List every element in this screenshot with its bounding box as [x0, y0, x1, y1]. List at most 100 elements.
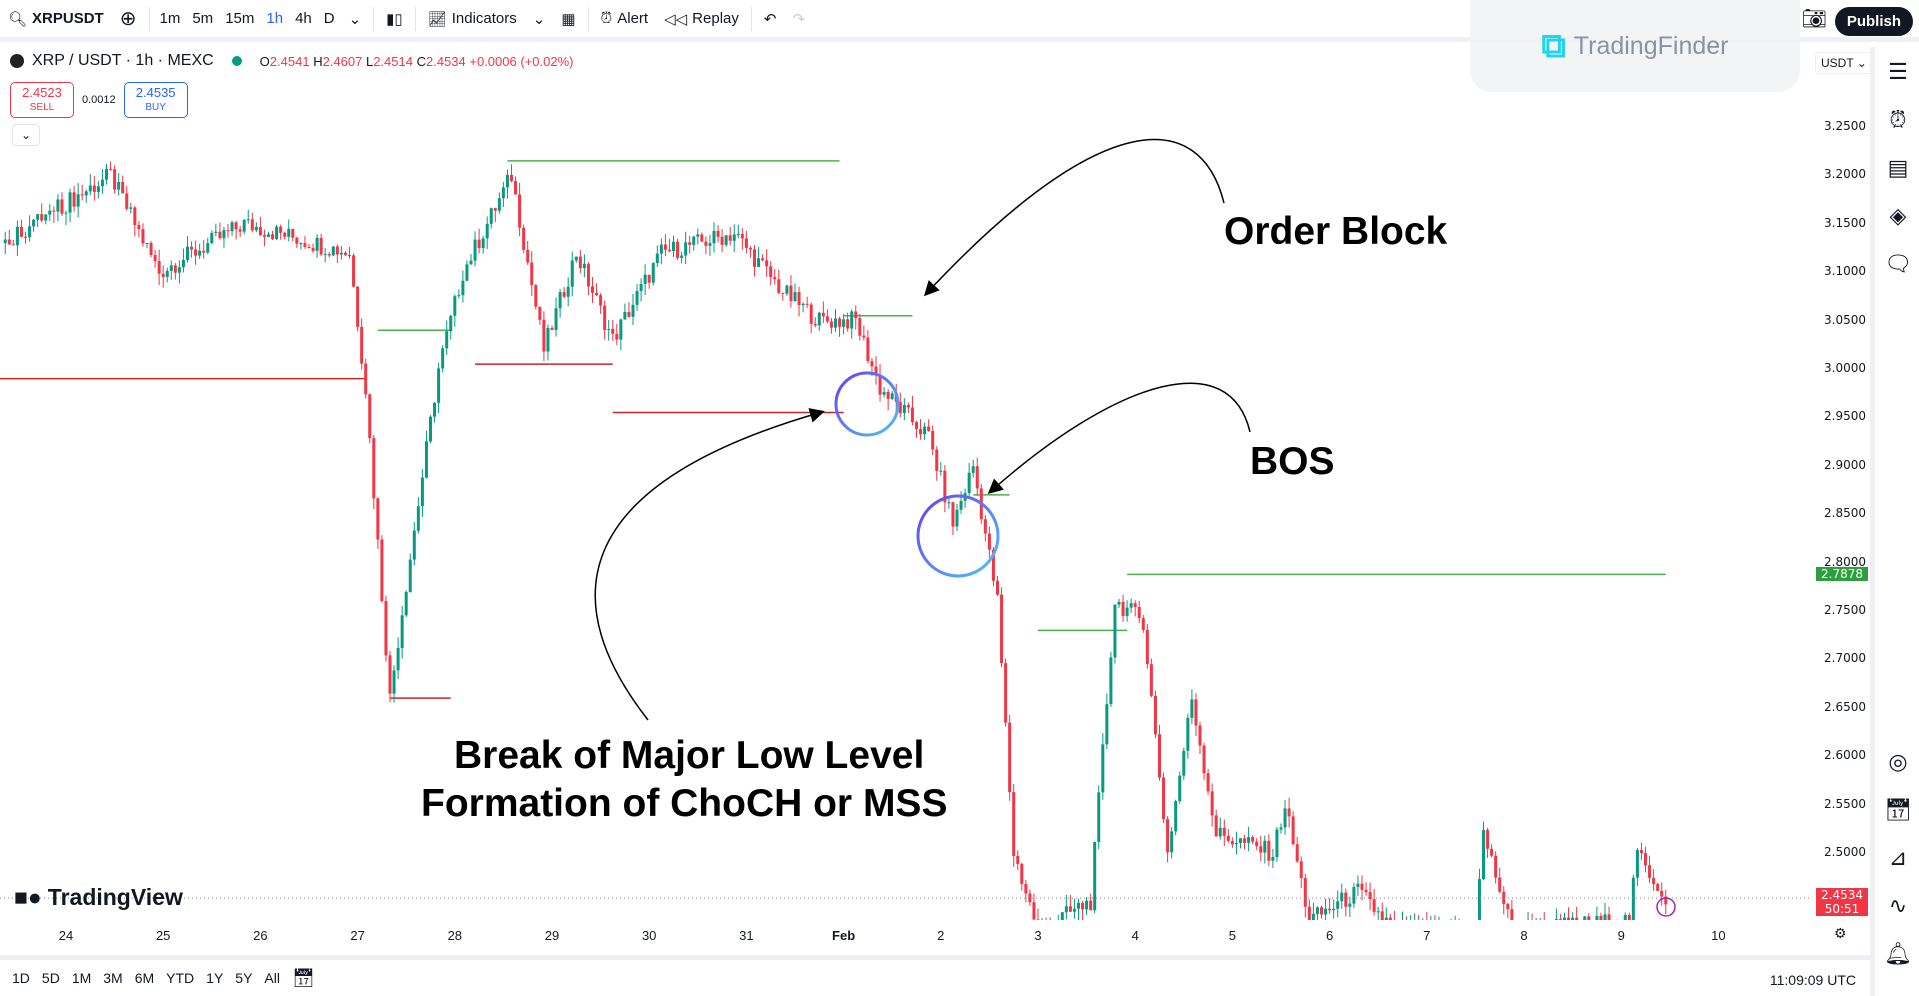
candle-body [1587, 916, 1591, 920]
watchlist-icon[interactable]: ☰ [1888, 59, 1908, 84]
timeframe-5m[interactable]: 5m [192, 10, 214, 27]
chart-pane[interactable] [0, 47, 1810, 922]
candle-body [931, 431, 935, 450]
candle-body [96, 186, 100, 192]
compare-add-button[interactable]: ⊕ [112, 2, 145, 36]
timeframe-d[interactable]: D [323, 10, 335, 27]
candle-body [368, 394, 372, 439]
indicators-dropdown-chevron-icon[interactable]: ⌄ [532, 10, 546, 28]
range-1y[interactable]: 1Y [206, 970, 224, 986]
candle-body [1558, 919, 1562, 920]
snapshot-button[interactable]: 📷︎ [1794, 2, 1835, 36]
range-5d[interactable]: 5D [41, 970, 60, 986]
sell-button[interactable]: 2.4523 SELL [10, 82, 74, 118]
candle-body [1644, 853, 1647, 866]
candle-body [323, 254, 327, 256]
candle-body [1081, 902, 1085, 910]
candle-body [1101, 744, 1105, 793]
candle-body [137, 225, 141, 230]
range-all[interactable]: All [264, 970, 280, 986]
chart-type-button[interactable]: ▮▯ [378, 2, 411, 36]
layouts-button[interactable]: ▦ [553, 2, 583, 36]
candle-body [684, 242, 688, 256]
timeframe-15m[interactable]: 15m [225, 10, 255, 27]
candle-body [287, 228, 291, 237]
redo-button[interactable]: ↷ [784, 2, 813, 36]
price-tick-label: 2.9000 [1824, 457, 1866, 472]
candle-body [1113, 604, 1117, 658]
candle-body [975, 466, 979, 489]
range-1d[interactable]: 1D [12, 970, 30, 986]
indicators-button[interactable]: 📈︎ Indicators [427, 10, 517, 28]
timeframe-4h[interactable]: 4h [295, 10, 312, 27]
candle-body [206, 243, 210, 253]
candle-body [582, 263, 586, 269]
candle-body [202, 250, 206, 253]
symbol-search[interactable]: 🔍︎ XRPUSDT [8, 10, 104, 28]
candle-body [1352, 886, 1356, 904]
chart-settings-gear-icon[interactable]: ⚙ [1834, 925, 1847, 941]
candle-body [1340, 892, 1344, 902]
calendar-icon[interactable]: 📅︎ [1884, 797, 1912, 822]
candle-body [692, 236, 696, 245]
strategy-icon[interactable]: ⊿ [1888, 845, 1908, 870]
range-5y[interactable]: 5Y [235, 970, 253, 986]
notifications-bell-icon[interactable]: 🔔︎ [1884, 941, 1912, 966]
candle-body [591, 286, 594, 293]
candle-body [469, 260, 473, 265]
candle-body [890, 393, 894, 399]
candle-body [44, 214, 48, 221]
go-to-date-calendar-icon[interactable]: 📅︎ [291, 967, 315, 988]
candle-body [1105, 704, 1109, 745]
indicators-icon: 📈︎ [427, 10, 447, 28]
candle-body [165, 270, 169, 277]
candle-body [1372, 899, 1376, 912]
layers-icon[interactable]: ◈ [1889, 203, 1907, 228]
target-icon[interactable]: ◎ [1888, 749, 1908, 774]
symbol-title[interactable]: XRP / USDT · 1h · MEXC [32, 52, 214, 69]
candle-body [169, 265, 173, 271]
candle-body [951, 502, 955, 527]
replay-button[interactable]: ◁◁ Replay [664, 10, 739, 28]
candle-body [1648, 865, 1652, 878]
choch-highlight-circle [834, 371, 900, 437]
candle-body [1226, 835, 1230, 841]
candle-body [578, 256, 582, 269]
undo-button[interactable]: ↶ [756, 2, 785, 36]
alert-button[interactable]: ⏰︎ Alert [600, 10, 649, 27]
candle-body [1218, 827, 1222, 837]
candle-body [1482, 830, 1485, 880]
price-axis[interactable]: 3.2500 3.2000 3.1500 3.1000 3.0500 3.0000 2.95… [1810, 47, 1870, 947]
range-6m[interactable]: 6M [134, 970, 155, 986]
candle-body [1652, 877, 1656, 885]
candle-body [955, 509, 959, 527]
annotation-order-block: Order Block [1224, 210, 1448, 253]
range-1m[interactable]: 1M [71, 970, 92, 986]
buy-button[interactable]: 2.4535 BUY [123, 82, 188, 118]
timeframe-dropdown-chevron-icon[interactable]: ⌄ [348, 10, 362, 28]
candle-body [1563, 917, 1566, 920]
candle-body [76, 194, 80, 207]
range-3m[interactable]: 3M [103, 970, 123, 986]
candle-body [100, 179, 104, 187]
time-tick-label: 30 [641, 928, 657, 943]
publish-button[interactable]: Publish [1834, 7, 1913, 36]
time-axis[interactable]: 24 25 26 27 28 29 30 31 Feb 2 3 4 5 6 7 8 9 10 [0, 922, 1810, 950]
candle-body [797, 292, 801, 306]
chat-icon[interactable]: 🗨︎ [1884, 251, 1912, 276]
time-tick-label: 10 [1711, 928, 1726, 943]
clock[interactable]: 11:09:09 UTC [1769, 972, 1856, 988]
candle-body [400, 615, 404, 648]
timeframe-1m[interactable]: 1m [159, 10, 181, 27]
add-list-icon[interactable]: ▤ [1887, 155, 1909, 180]
alerts-clock-icon[interactable]: ⏰︎ [1889, 107, 1907, 132]
candle-body [246, 219, 250, 221]
timeframe-1h[interactable]: 1h [266, 10, 284, 27]
broadcast-icon[interactable]: ∿ [1888, 893, 1908, 918]
collapse-legend-chevron-icon[interactable]: ⌄ [12, 124, 40, 146]
candle-body [720, 236, 724, 245]
candle-body [1336, 901, 1340, 909]
candle-body [623, 311, 627, 320]
range-ytd[interactable]: YTD [166, 970, 195, 986]
candle-body [1486, 830, 1490, 849]
